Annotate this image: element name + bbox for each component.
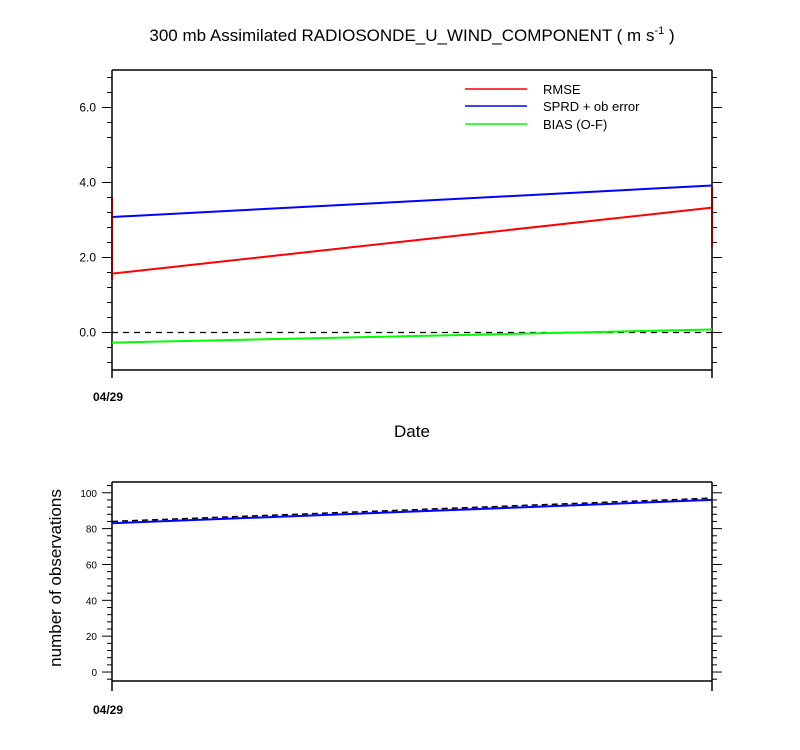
legend-label-rmse: RMSE	[543, 82, 581, 97]
chart-title: 300 mb Assimilated RADIOSONDE_U_WIND_COM…	[149, 25, 674, 45]
y-tick-label: 4.0	[79, 176, 96, 190]
title-suffix: )	[664, 26, 674, 45]
y-tick-label: 2.0	[79, 251, 96, 265]
x-axis-title: Date	[394, 422, 430, 441]
series-line-observations-assimilated	[111, 498, 713, 525]
series-line-observations-total	[111, 497, 713, 523]
y-tick-label: 60	[86, 560, 98, 571]
series-line-rmse	[111, 206, 713, 275]
bottom-x-tick-label: 04/29	[93, 703, 123, 717]
y-tick-label: 6.0	[79, 101, 96, 115]
y-tick-label: 40	[86, 596, 98, 607]
top-x-tick-label: 04/29	[93, 390, 123, 404]
legend-label-sprd: SPRD + ob error	[543, 99, 640, 114]
top-y-ticks: 0.0 2.0 4.0 6.0	[79, 77, 722, 363]
bottom-y-ticks: 0 20 40 60 80 100	[80, 485, 722, 680]
y-tick-label: 20	[86, 632, 98, 643]
observations-plot-panel: 0 20 40 60 80 100 04/29 number of observation…	[46, 481, 722, 717]
bottom-series-group	[111, 497, 713, 525]
legend: RMSE SPRD + ob error BIAS (O-F)	[465, 82, 640, 132]
series-line-sprd-ob-error	[111, 184, 713, 218]
y-tick-label: 0	[91, 668, 97, 679]
top-series-group	[111, 184, 713, 344]
y-tick-label: 80	[86, 525, 98, 536]
series-line-bias-o-f	[111, 328, 713, 344]
y-tick-label: 100	[80, 489, 97, 500]
title-superscript: -1	[654, 25, 664, 37]
y-tick-label: 0.0	[79, 326, 96, 340]
y-axis-title: number of observations	[46, 489, 65, 667]
legend-label-bias: BIAS (O-F)	[543, 117, 607, 132]
main-plot-panel: 0.0 2.0 4.0 6.0 04/29 Date	[79, 69, 722, 441]
